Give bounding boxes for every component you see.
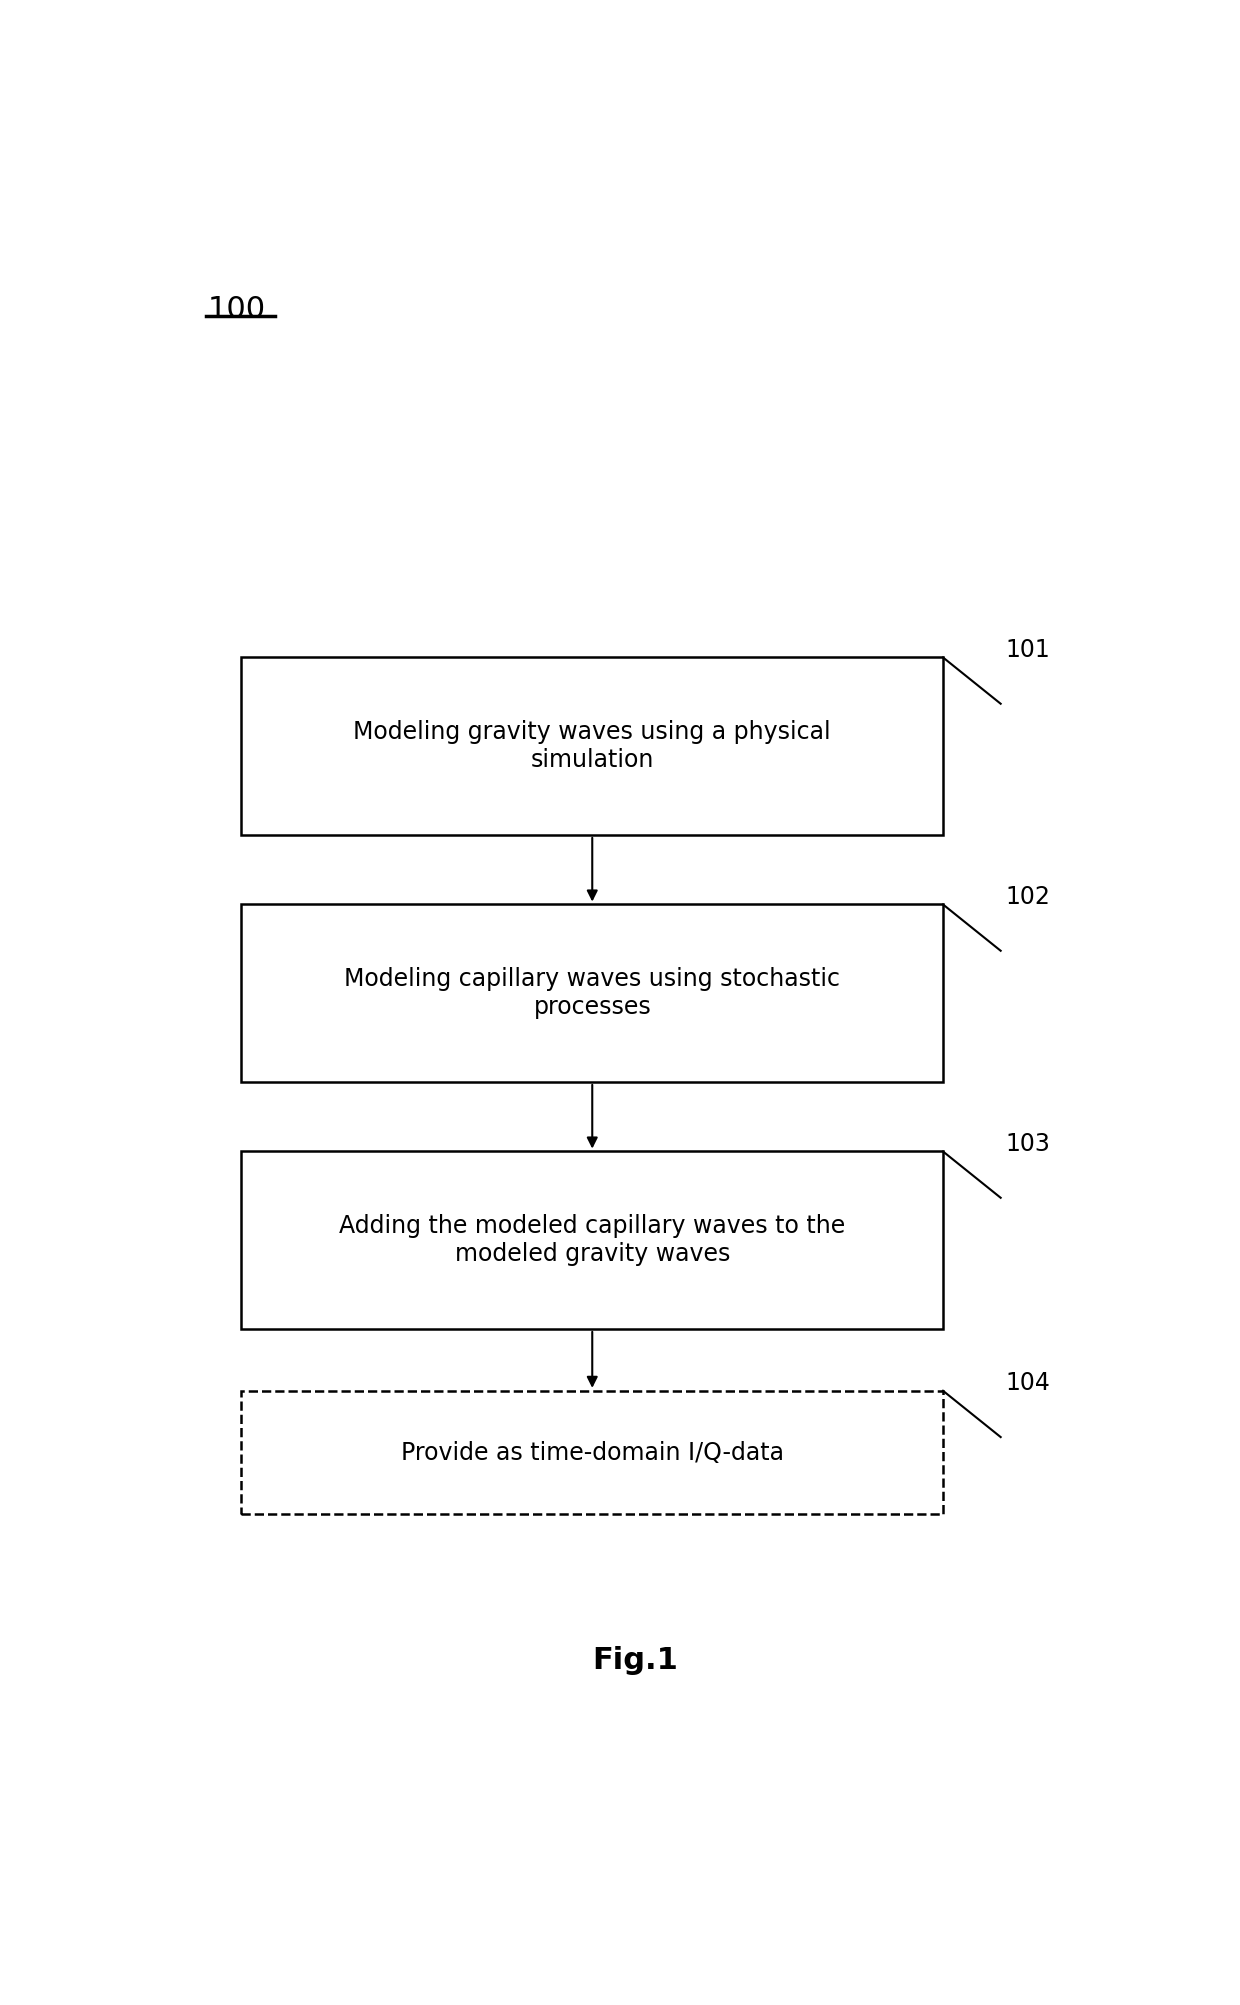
Text: Modeling capillary waves using stochastic
processes: Modeling capillary waves using stochasti… [345, 966, 841, 1019]
Text: Provide as time-domain I/Q-data: Provide as time-domain I/Q-data [401, 1440, 784, 1464]
Text: Fig.1: Fig.1 [593, 1646, 678, 1676]
Text: Adding the modeled capillary waves to the
modeled gravity waves: Adding the modeled capillary waves to th… [339, 1215, 846, 1265]
Text: 101: 101 [1006, 638, 1050, 662]
Text: 100: 100 [208, 295, 267, 323]
Text: 103: 103 [1006, 1131, 1050, 1155]
Bar [242, 1391, 942, 1514]
Text: 102: 102 [1006, 884, 1050, 908]
Text: 104: 104 [1006, 1371, 1050, 1395]
Bar [242, 904, 942, 1083]
Bar [242, 658, 942, 834]
Text: Modeling gravity waves using a physical
simulation: Modeling gravity waves using a physical … [353, 720, 831, 772]
Bar [242, 1151, 942, 1329]
